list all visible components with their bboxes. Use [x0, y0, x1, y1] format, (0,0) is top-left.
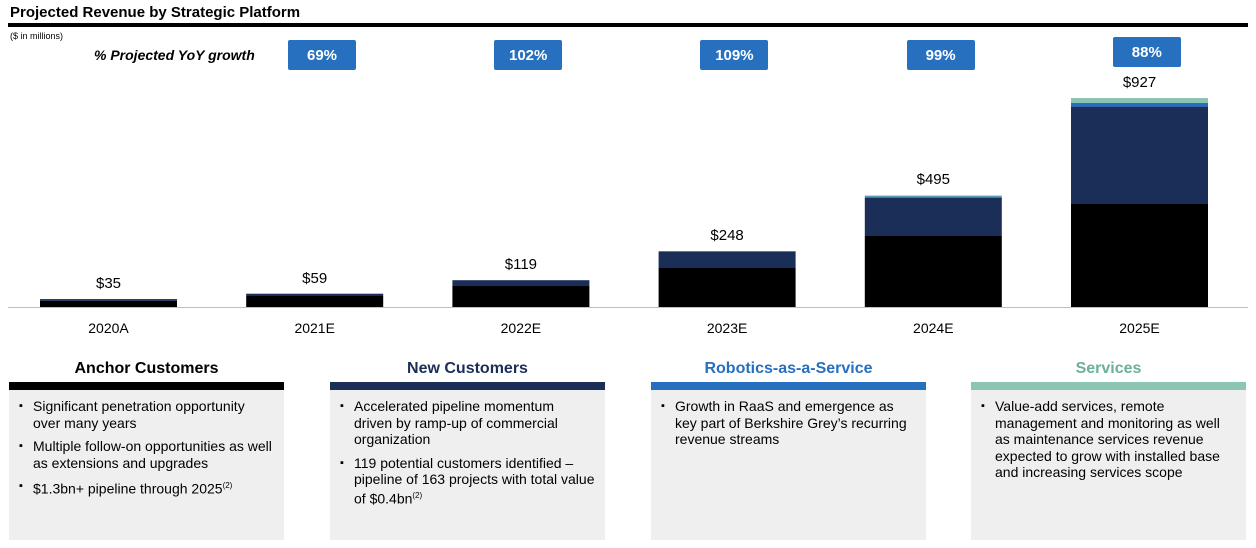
panel-bullet: Value-add services, remote management an… [981, 398, 1236, 481]
panel-anchor-customers: Anchor Customers Significant penetration… [9, 356, 284, 540]
panel-color-bar [651, 382, 926, 390]
bullet-text: Growth in RaaS and emergence as key part… [675, 398, 907, 447]
revenue-chart [8, 98, 1248, 308]
x-tick-label: 2021E [294, 320, 335, 336]
panel-body: Significant penetration opportunity over… [9, 390, 284, 540]
units-note: ($ in millions) [10, 31, 64, 41]
bar-segment-new-customers-2020a [40, 299, 177, 301]
panel-bullet: Growth in RaaS and emergence as key part… [661, 398, 916, 448]
bar-total-label: $495 [916, 171, 950, 189]
panel-robotics-as-a-service: Robotics-as-a-Service Growth in RaaS and… [651, 356, 926, 540]
panel-body: Accelerated pipeline momentum driven by … [330, 390, 605, 540]
yoy-growth-badge: 69% [288, 40, 356, 70]
panel-bullet: 119 potential customers identified – pip… [340, 455, 595, 507]
bullet-text: $1.3bn+ pipeline through 2025 [33, 480, 223, 497]
bar-segment-anchor-customers-2022e [452, 286, 590, 307]
panel-color-bar [330, 382, 605, 390]
bar-segment-services-2024e [864, 195, 1002, 197]
panel-color-bar [9, 382, 284, 390]
x-tick-label: 2022E [500, 320, 542, 336]
bar-segment-new-customers-2024e [864, 197, 1002, 236]
panel-body: Value-add services, remote management an… [971, 390, 1246, 540]
bar-segment-services-2025e [1071, 98, 1208, 103]
footnote-marker: (2) [412, 490, 423, 500]
panel-title: Robotics-as-a-Service [704, 360, 873, 377]
bar-segment-new-customers-2023e [658, 251, 796, 268]
yoy-growth-label: % Projected YoY growth [94, 47, 255, 63]
bar-segment-anchor-customers-2021e [246, 295, 384, 307]
bullet-text: Accelerated pipeline momentum driven by … [354, 398, 558, 447]
yoy-growth-badge: 99% [906, 40, 975, 70]
x-tick-label: 2023E [706, 320, 748, 336]
bar-segment-robotics-as-a-service-2024e [864, 196, 1002, 198]
panel-bullet: $1.3bn+ pipeline through 2025(2) [19, 478, 274, 497]
bar-segment-anchor-customers-2025e [1071, 204, 1208, 307]
bullet-text: 119 potential customers identified – pip… [354, 454, 595, 507]
x-tick-label: 2024E [913, 320, 954, 336]
bar-total-label: $927 [1122, 74, 1157, 91]
bar-total-label: $119 [504, 256, 538, 274]
panel-body: Growth in RaaS and emergence as key part… [651, 390, 926, 540]
panel-title: Anchor Customers [74, 360, 219, 377]
panel-new-customers: New Customers Accelerated pipeline momen… [330, 356, 605, 540]
bar-segment-new-customers-2025e [1071, 106, 1208, 204]
yoy-growth-badge: 102% [494, 40, 563, 70]
bar-segment-anchor-customers-2020a [40, 300, 177, 307]
bar-segment-anchor-customers-2024e [864, 236, 1002, 307]
bar-segment-new-customers-2022e [452, 280, 590, 287]
title-rule [8, 23, 1248, 27]
bar-segment-anchor-customers-2023e [658, 267, 796, 307]
bar-segment-new-customers-2021e [246, 293, 384, 296]
panel-color-bar [971, 382, 1246, 390]
panel-title: Services [1075, 360, 1142, 377]
panel-bullet: Accelerated pipeline momentum driven by … [340, 398, 595, 448]
bar-total-label: $35 [95, 275, 122, 293]
yoy-growth-badge: 88% [1112, 37, 1181, 67]
bullet-text: Value-add services, remote management an… [995, 398, 1220, 480]
x-tick-label: 2025E [1119, 320, 1160, 336]
bullet-text: Multiple follow-on opportunities as well… [33, 438, 272, 471]
bullet-text: Significant penetration opportunity over… [33, 398, 245, 431]
panel-bullet: Significant penetration opportunity over… [19, 398, 274, 431]
bar-total-label: $59 [302, 269, 328, 287]
panel-bullet: Multiple follow-on opportunities as well… [19, 438, 274, 471]
x-tick-label: 2020A [88, 320, 129, 336]
footnote-marker: (2) [222, 481, 233, 490]
page-title: Projected Revenue by Strategic Platform [10, 4, 301, 21]
yoy-growth-badge: 109% [700, 40, 769, 70]
bar-total-label: $248 [710, 227, 744, 245]
panel-services: Services Value-add services, remote mana… [971, 356, 1246, 540]
panel-title: New Customers [407, 360, 528, 377]
bar-segment-robotics-as-a-service-2025e [1071, 103, 1208, 107]
